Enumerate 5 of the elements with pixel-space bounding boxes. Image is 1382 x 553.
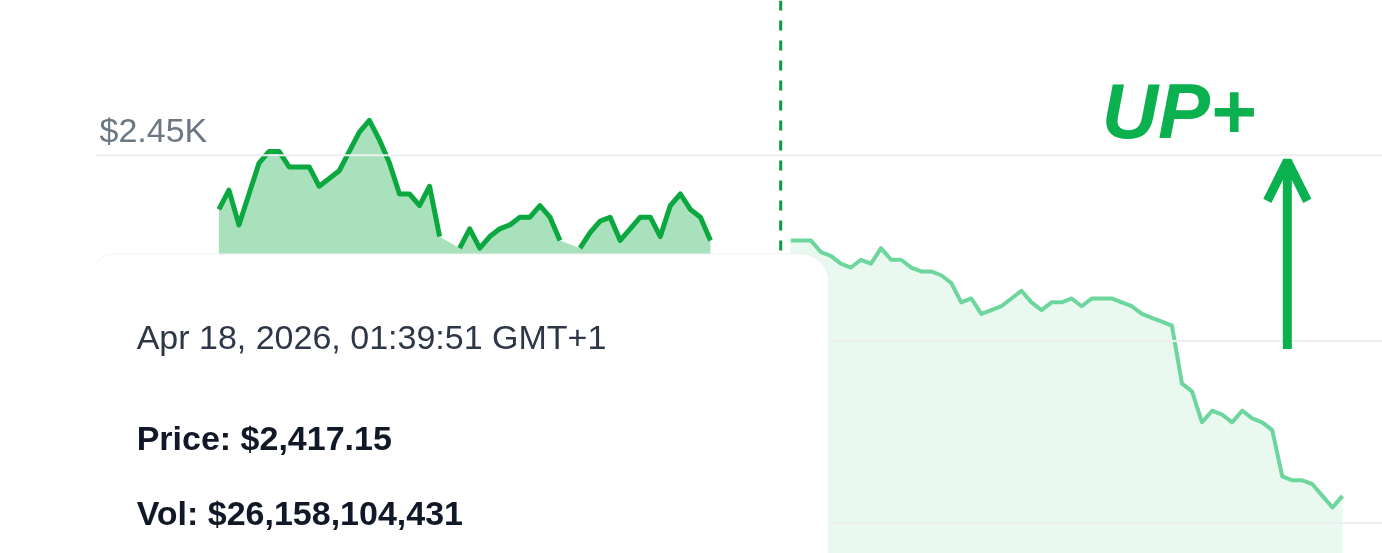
ref-line-label: $2.45K [99,111,208,150]
annotation: Vol: $26,158,104,431 [136,494,464,533]
annotation: Apr 18, 2026, 01:39:51 GMT+1 [136,317,607,356]
annotation: Price: $2,417.15 [136,419,392,458]
annotation: UP+ [1101,67,1256,156]
